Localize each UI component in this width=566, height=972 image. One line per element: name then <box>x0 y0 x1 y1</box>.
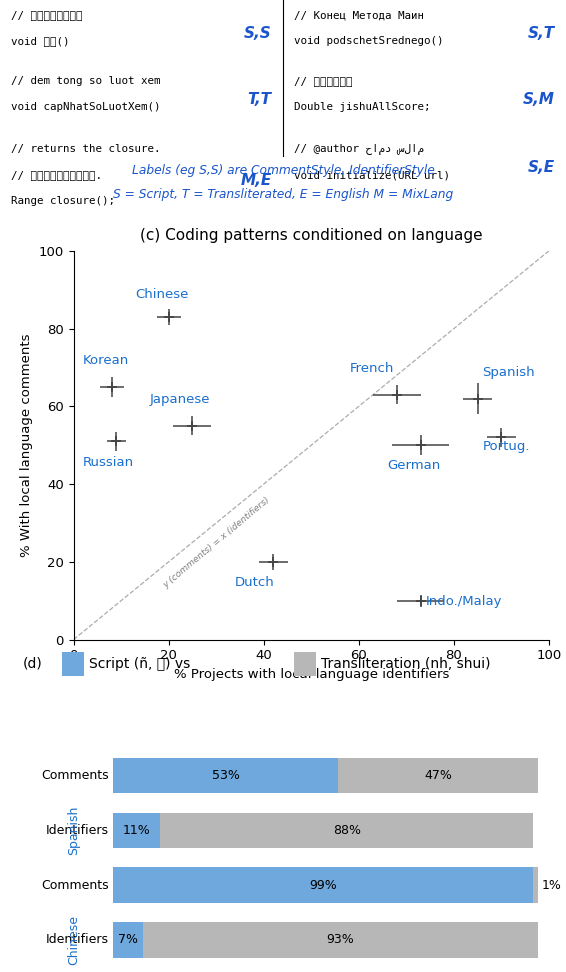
Bar <box>113 922 143 957</box>
Text: void podschetSrednego(): void podschetSrednego() <box>294 36 444 46</box>
Text: German: German <box>387 460 440 472</box>
Text: Chinese: Chinese <box>67 915 80 965</box>
Text: 99%: 99% <box>310 879 337 891</box>
Text: y (comments) = x (identifiers): y (comments) = x (identifiers) <box>161 495 271 590</box>
Bar <box>113 758 338 793</box>
Text: 93%: 93% <box>327 933 354 947</box>
Text: void initialize(URL url): void initialize(URL url) <box>294 170 451 180</box>
Text: // returns the closure.: // returns the closure. <box>11 144 161 155</box>
Text: Script (ñ, 水) vs: Script (ñ, 水) vs <box>89 657 191 671</box>
Text: Indo./Malay: Indo./Malay <box>426 596 502 608</box>
Text: Russian: Russian <box>83 456 134 469</box>
Text: Comments: Comments <box>41 879 109 891</box>
Text: void 活跃(): void 活跃() <box>11 36 70 46</box>
Text: French: French <box>349 363 394 375</box>
Text: // 技术技能总分: // 技术技能总分 <box>294 76 353 87</box>
Text: 7%: 7% <box>118 933 138 947</box>
X-axis label: % Projects with local language identifiers: % Projects with local language identifie… <box>174 668 449 680</box>
Text: Dutch: Dutch <box>235 576 275 589</box>
Y-axis label: % With local language comments: % With local language comments <box>20 333 33 557</box>
Text: M,E: M,E <box>241 173 272 188</box>
Text: Portug.: Portug. <box>482 440 530 453</box>
Bar <box>533 867 538 903</box>
Text: Double jishuAllScore;: Double jishuAllScore; <box>294 102 431 112</box>
Bar <box>294 652 316 676</box>
Text: 53%: 53% <box>212 769 239 782</box>
Text: Japanese: Japanese <box>149 394 210 406</box>
Text: Labels (eg S,S) are CommentStyle, IdentifierStyle: Labels (eg S,S) are CommentStyle, Identi… <box>132 164 434 177</box>
Text: 47%: 47% <box>424 769 452 782</box>
Text: Identifiers: Identifiers <box>46 933 109 947</box>
Text: T,T: T,T <box>248 91 272 107</box>
Text: Korean: Korean <box>83 355 130 367</box>
Bar <box>160 813 533 849</box>
Text: S = Script, T = Transliterated, E = English M = MixLang: S = Script, T = Transliterated, E = Engl… <box>113 189 453 201</box>
Text: Range closure();: Range closure(); <box>11 196 115 206</box>
Text: (d): (d) <box>23 657 42 671</box>
Text: Chinese: Chinese <box>135 289 189 301</box>
Text: Identifiers: Identifiers <box>46 824 109 837</box>
Bar <box>113 867 533 903</box>
Text: void capNhatSoLuotXem(): void capNhatSoLuotXem() <box>11 102 161 112</box>
Text: // dem tong so luot xem: // dem tong so luot xem <box>11 76 161 87</box>
Text: S,E: S,E <box>528 159 555 175</box>
Text: // Конец Метода Маин: // Конец Метода Маин <box>294 10 424 20</box>
Text: Comments: Comments <box>41 769 109 782</box>
Text: S,S: S,S <box>244 25 272 41</box>
Text: S,M: S,M <box>523 91 555 107</box>
Text: Spanish: Spanish <box>67 806 80 855</box>
Bar <box>62 652 84 676</box>
Text: // @author حامد سلام: // @author حامد سلام <box>294 144 424 156</box>
Text: Transliteration (nh, shui): Transliteration (nh, shui) <box>321 657 491 671</box>
Text: S,T: S,T <box>528 25 555 41</box>
Text: 1%: 1% <box>542 879 562 891</box>
Bar <box>338 758 538 793</box>
Bar <box>143 922 538 957</box>
Bar <box>113 813 160 849</box>
Text: // この範囲の閉包を返す.: // この範囲の閉包を返す. <box>11 170 102 180</box>
Text: 88%: 88% <box>333 824 361 837</box>
Text: 11%: 11% <box>123 824 151 837</box>
Text: Spanish: Spanish <box>482 366 535 379</box>
Text: // 选择文件市场动画: // 选择文件市场动画 <box>11 10 83 20</box>
Title: (c) Coding patterns conditioned on language: (c) Coding patterns conditioned on langu… <box>140 227 483 243</box>
